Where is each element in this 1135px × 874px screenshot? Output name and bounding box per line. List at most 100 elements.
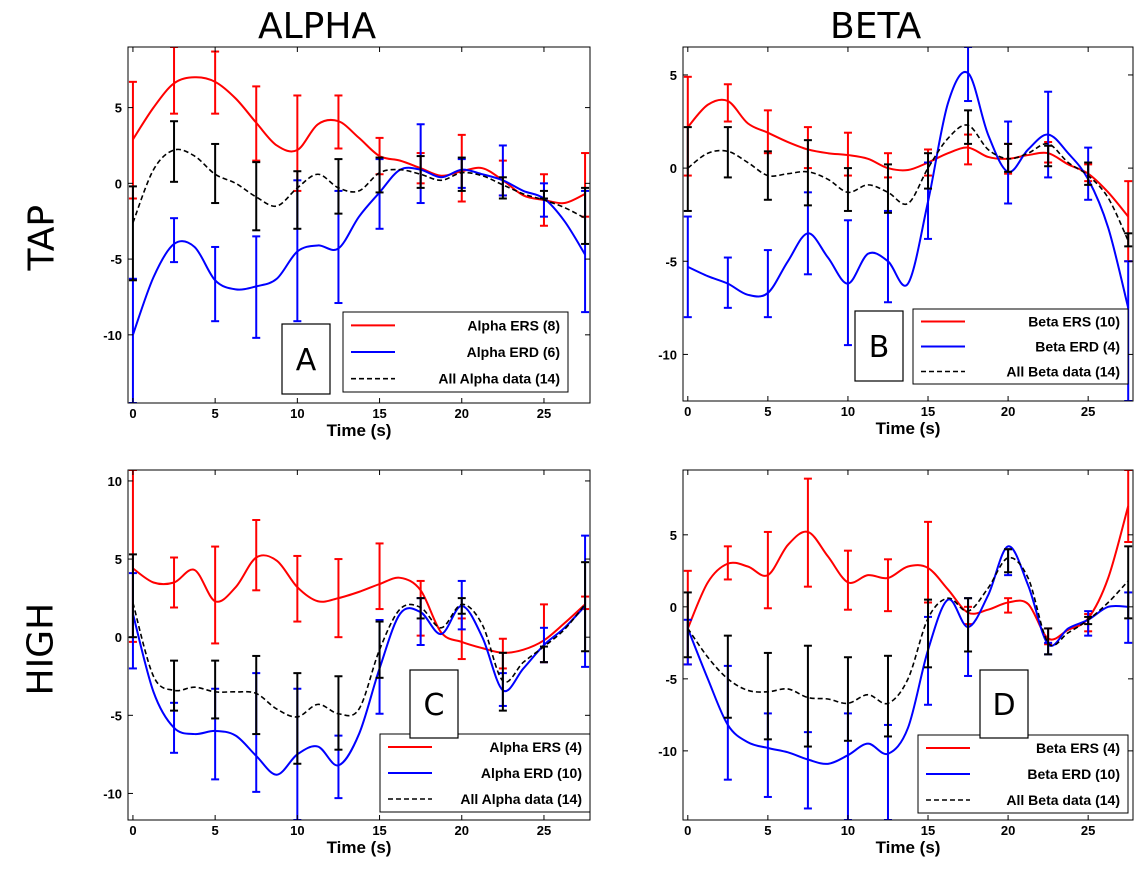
legend: Alpha ERS (8) Alpha ERD (6) All Alpha data…	[342, 311, 569, 393]
x-tick-label: 25	[537, 406, 551, 421]
y-tick-label: 0	[115, 630, 122, 645]
series-layer	[128, 47, 590, 403]
series-1	[128, 123, 590, 403]
y-tick-label: -10	[103, 328, 122, 343]
panel-letter-box	[979, 669, 1029, 739]
legend: Beta ERS (10) Beta ERD (4) All Beta data (…	[912, 308, 1129, 385]
x-tick-label: 5	[212, 406, 219, 421]
series-line	[132, 554, 586, 654]
series-line	[687, 98, 1129, 218]
series-2	[128, 120, 590, 282]
x-tick-label: 25	[1081, 823, 1095, 838]
x-tick-label: 20	[1001, 404, 1015, 419]
legend-label: Alpha ERS (8)	[467, 317, 560, 333]
y-tick-label: -5	[665, 672, 677, 687]
legend-label: Beta ERS (4)	[1036, 740, 1120, 756]
series-2	[683, 109, 1133, 248]
series-line	[132, 148, 586, 224]
legend-label: Alpha ERD (6)	[467, 344, 560, 360]
series-line	[131, 604, 586, 776]
x-tick-label: 20	[455, 406, 469, 421]
y-tick-label: 5	[670, 68, 677, 83]
x-tick-label: 5	[764, 404, 771, 419]
x-tick-label: 0	[129, 823, 136, 838]
series-line	[686, 545, 1129, 765]
y-tick-label: 0	[670, 600, 677, 615]
panel-letter: A	[296, 343, 317, 378]
y-tick-label: 5	[115, 101, 122, 116]
legend: Beta ERS (4) Beta ERD (10) All Beta data (…	[917, 734, 1129, 814]
x-tick-label: 0	[684, 404, 691, 419]
column-title-beta: BETA	[830, 6, 922, 47]
x-axis-label: Time (s)	[876, 419, 941, 438]
column-title-alpha: ALPHA	[258, 6, 377, 47]
x-tick-label: 15	[372, 406, 386, 421]
panel-letter-box	[409, 669, 459, 739]
legend-label: Alpha ERD (10)	[481, 765, 582, 781]
series-line	[687, 124, 1129, 242]
series-2	[128, 553, 590, 765]
y-tick-label: 0	[115, 176, 122, 191]
legend-label: Alpha ERS (4)	[489, 739, 582, 755]
x-tick-label: 0	[684, 823, 691, 838]
y-tick-label: -5	[665, 254, 677, 269]
x-tick-label: 15	[921, 404, 935, 419]
series-line	[132, 76, 586, 205]
series-layer	[683, 47, 1133, 401]
panel-letter: D	[992, 688, 1015, 723]
y-tick-label: -5	[110, 708, 122, 723]
x-axis-label: Time (s)	[876, 838, 941, 857]
series-0	[128, 47, 590, 227]
x-tick-label: 5	[212, 823, 219, 838]
panel-c: 0 5 10 15 20 25 -10 -5 0 5 10 Time (s) Alpha ERS (4)…	[103, 469, 591, 857]
series-line	[132, 602, 586, 718]
legend-label: Beta ERD (10)	[1027, 766, 1120, 782]
y-tick-label: 5	[115, 552, 122, 567]
legend-label: All Beta data (14)	[1006, 364, 1120, 380]
x-tick-label: 25	[537, 823, 551, 838]
x-tick-label: 0	[129, 406, 136, 421]
panel-d: 0 5 10 15 20 25 -10 -5 0 5 Time (s) Beta ERS (4) Bet…	[658, 469, 1134, 857]
axes-frame	[127, 46, 591, 404]
x-axis-label: Time (s)	[327, 838, 392, 857]
legend-label: All Alpha data (14)	[460, 791, 582, 807]
legend: Alpha ERS (4) Alpha ERD (10) All Alpha dat…	[379, 733, 591, 813]
x-tick-label: 10	[841, 823, 855, 838]
axes-frame	[682, 46, 1134, 402]
x-tick-label: 25	[1081, 404, 1095, 419]
x-tick-label: 10	[841, 404, 855, 419]
x-tick-label: 10	[290, 823, 304, 838]
y-tick-label: 10	[108, 474, 122, 489]
series-layer	[683, 470, 1133, 820]
panel-letter: C	[424, 688, 445, 723]
y-tick-label: 0	[670, 161, 677, 176]
legend-label: Beta ERS (10)	[1028, 314, 1120, 330]
x-tick-label: 20	[455, 823, 469, 838]
legend-label: Beta ERD (4)	[1035, 339, 1120, 355]
x-tick-label: 15	[921, 823, 935, 838]
panel-letter-box	[854, 310, 904, 382]
series-line	[686, 505, 1130, 641]
x-axis-label: Time (s)	[327, 421, 392, 440]
y-tick-label: -10	[658, 744, 677, 759]
series-line	[131, 166, 586, 336]
x-tick-label: 20	[1001, 823, 1015, 838]
x-tick-label: 15	[372, 823, 386, 838]
y-tick-label: -10	[658, 347, 677, 362]
x-tick-label: 5	[764, 823, 771, 838]
y-tick-label: 5	[670, 528, 677, 543]
y-tick-label: -10	[103, 786, 122, 801]
panel-letter-box	[281, 323, 331, 395]
axes-frame	[127, 469, 591, 821]
panel-letter: B	[869, 330, 890, 365]
series-line	[687, 70, 1130, 309]
axes-frame	[682, 469, 1134, 821]
legend-label: All Alpha data (14)	[438, 371, 560, 387]
x-tick-label: 10	[290, 406, 304, 421]
series-line	[687, 556, 1129, 705]
series-layer	[128, 470, 590, 820]
y-tick-label: -5	[110, 252, 122, 267]
